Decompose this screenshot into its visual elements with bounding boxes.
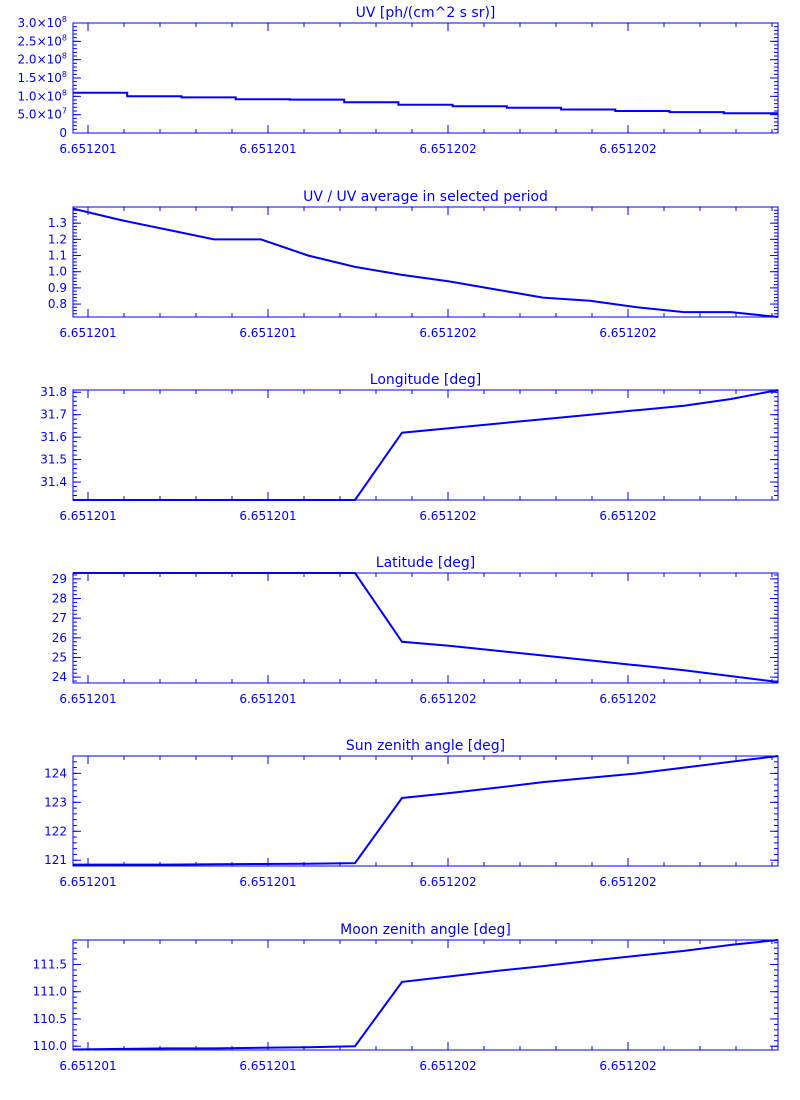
y-tick-label: 0 xyxy=(59,126,67,140)
y-tick-label: 1.5×108 xyxy=(17,70,67,85)
y-tick-exponent: 8 xyxy=(62,70,67,79)
series-line-1 xyxy=(73,755,779,866)
y-tick-label: 121 xyxy=(44,853,67,867)
y-tick-label: 1.2 xyxy=(48,232,67,246)
y-tick-label: 3.0×108 xyxy=(17,15,67,30)
chart-panel-4: Latitude [deg] 6.651201 6.651201 6.651202 6.… xyxy=(52,555,779,706)
x-tick-label: 6.651201 xyxy=(239,509,296,523)
y-tick-label: 2.0×108 xyxy=(17,52,67,67)
y-tick-label: 0.9 xyxy=(48,281,67,295)
y-tick-exponent: 7 xyxy=(62,107,67,116)
x-tick-label: 6.651201 xyxy=(239,875,296,889)
chart-panel-6: Moon zenith angle [deg] 6.651201 6.651201 6… xyxy=(33,922,779,1073)
y-tick-label: 25 xyxy=(52,650,67,664)
y-tick-exponent: 8 xyxy=(62,33,67,42)
y-tick-label: 123 xyxy=(44,795,67,809)
y-tick-label: 1.1 xyxy=(48,249,67,263)
x-tick-label: 6.651201 xyxy=(59,692,116,706)
y-tick-label: 24 xyxy=(52,670,67,684)
chart-title: Sun zenith angle [deg] xyxy=(346,738,505,754)
y-tick-label: 31.8 xyxy=(40,385,67,399)
chart-title: UV [ph/(cm^2 s sr)] xyxy=(356,5,496,21)
x-tick-label: 6.651202 xyxy=(599,692,656,706)
y-tick-label: 1.0 xyxy=(48,265,67,279)
chart-title: Longitude [deg] xyxy=(370,372,481,388)
y-tick-exponent: 8 xyxy=(62,88,67,97)
x-tick-label: 6.651202 xyxy=(419,326,476,340)
chart-panel-3: Longitude [deg] 6.651201 6.651201 6.651202 6… xyxy=(40,372,779,523)
x-tick-label: 6.651201 xyxy=(239,326,296,340)
chart-title: Latitude [deg] xyxy=(376,555,475,571)
series-line-1 xyxy=(73,389,779,501)
x-tick-label: 6.651202 xyxy=(599,1059,656,1073)
x-tick-label: 6.651201 xyxy=(59,326,116,340)
x-tick-label: 6.651202 xyxy=(419,1059,476,1073)
y-tick-exponent: 8 xyxy=(62,52,67,61)
y-tick-label: 122 xyxy=(44,824,67,838)
y-tick-label: 111.5 xyxy=(33,958,67,972)
x-tick-label: 6.651201 xyxy=(59,875,116,889)
x-tick-label: 6.651202 xyxy=(419,509,476,523)
series-line-1 xyxy=(73,91,778,115)
chart-panel-1: UV [ph/(cm^2 s sr)] 6.651201 6.651201 6.651… xyxy=(17,5,779,156)
chart-title: Moon zenith angle [deg] xyxy=(340,922,511,938)
y-tick-label: 31.6 xyxy=(40,430,67,444)
x-tick-label: 6.651202 xyxy=(599,875,656,889)
y-tick-label: 28 xyxy=(52,592,67,606)
y-tick-label: 124 xyxy=(44,766,67,780)
y-tick-label: 2.5×108 xyxy=(17,33,67,48)
y-tick-label: 111.0 xyxy=(33,985,67,999)
x-tick-label: 6.651202 xyxy=(599,142,656,156)
y-tick-label: 110.0 xyxy=(33,1039,67,1053)
x-tick-label: 6.651202 xyxy=(419,142,476,156)
y-tick-label: 31.7 xyxy=(40,408,67,422)
x-tick-label: 6.651202 xyxy=(599,326,656,340)
x-tick-label: 6.651201 xyxy=(59,142,116,156)
y-tick-label: 0.8 xyxy=(48,297,67,311)
chart-panel-2: UV / UV average in selected period 6.6512… xyxy=(48,189,779,340)
y-tick-label: 27 xyxy=(52,611,67,625)
y-tick-label: 29 xyxy=(52,572,67,586)
x-tick-label: 6.651201 xyxy=(239,1059,296,1073)
y-tick-label: 26 xyxy=(52,631,67,645)
series-line-1 xyxy=(72,939,779,1051)
x-tick-label: 6.651201 xyxy=(239,142,296,156)
x-tick-label: 6.651201 xyxy=(59,1059,116,1073)
plot-frame xyxy=(72,22,779,134)
y-tick-label: 110.5 xyxy=(33,1012,67,1026)
x-tick-label: 6.651201 xyxy=(239,692,296,706)
plot-frame xyxy=(72,939,779,1051)
y-tick-exponent: 8 xyxy=(62,15,67,24)
x-tick-label: 6.651202 xyxy=(419,692,476,706)
plot-frame xyxy=(72,755,779,867)
y-tick-label: 1.3 xyxy=(48,216,67,230)
y-tick-label: 31.4 xyxy=(40,475,67,489)
plot-frame xyxy=(72,389,779,501)
plot-frame xyxy=(72,206,779,318)
y-tick-label: 31.5 xyxy=(40,453,67,467)
x-tick-label: 6.651202 xyxy=(599,509,656,523)
chart-title: UV / UV average in selected period xyxy=(303,189,548,205)
x-tick-label: 6.651202 xyxy=(419,875,476,889)
y-tick-label: 1.0×108 xyxy=(17,88,67,103)
y-tick-label: 5.0×107 xyxy=(17,107,67,122)
series-line-1 xyxy=(72,207,779,318)
x-tick-label: 6.651201 xyxy=(59,509,116,523)
series-line-1 xyxy=(73,572,779,683)
plot-frame xyxy=(72,572,779,684)
chart-panel-5: Sun zenith angle [deg] 6.651201 6.651201 6.… xyxy=(44,738,779,889)
